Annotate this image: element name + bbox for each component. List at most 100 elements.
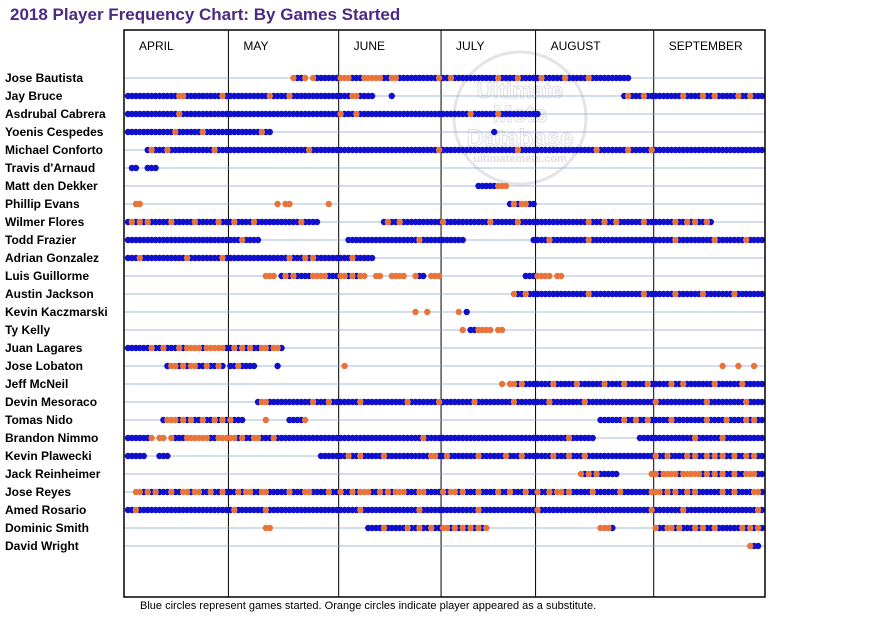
sub-dot-jack-reinheimer-g120 [593,470,600,478]
sub-dot-devin-mesoraco-g72 [404,398,411,406]
month-layer: APRIL MAY JUNE JULY AUGUST SEPTEMBER [139,39,743,53]
sub-dot-jose-lobaton-g24 [215,362,222,370]
start-dot-david-wright-g161 [754,542,762,550]
start-dot-wilmer-flores-g49 [313,218,321,226]
sub-dot-asdrubal-cabrera-g59 [353,110,360,118]
player-label-yoenis-cespedes: Yoenis Cespedes [5,125,104,139]
sub-dot-asdrubal-cabrera-g95 [495,110,502,118]
sub-dot-wilmer-flores-g118 [585,218,592,226]
sub-dot-luis-guillorme-g108 [546,272,553,280]
sub-dot-wilmer-flores-g100 [514,218,522,226]
sub-dot-dominic-smith-g86 [459,524,466,532]
sub-dot-amed-rosario-g36 [262,506,269,514]
sub-dot-jose-bautista-g118 [585,74,592,82]
start-dot-jose-lobaton-g33 [250,362,258,370]
sub-dot-kevin-plawecki-g66 [380,452,388,460]
start-dot-todd-frazier-g34 [254,236,262,244]
sub-dot-jose-reyes-g55 [337,488,344,496]
sub-dot-jack-reinheimer-g116 [577,470,585,478]
player-label-adrian-gonzalez: Adrian Gonzalez [5,251,99,265]
sub-dot-tomas-nido-g158 [743,416,750,424]
start-dot-todd-frazier-g162 [758,236,766,244]
sub-dot-austin-jackson-g99 [510,290,518,298]
start-dot-jack-reinheimer-g162 [758,470,766,478]
sub-dot-jose-reyes-g113 [565,488,573,496]
sub-dot-jose-reyes-g6 [144,488,151,496]
sub-dot-luis-guillorme-g43 [290,272,297,280]
sub-dot-dominic-smith-g141 [676,524,683,532]
sub-dot-brandon-nimmo-g21 [203,434,210,442]
sub-dot-dominic-smith-g145 [691,524,699,532]
sub-dot-dominic-smith-g72 [404,524,411,532]
sub-dot-juan-lagares-g28 [231,344,238,352]
month-label-august: AUGUST [551,39,602,53]
sub-dot-jeff-mcneil-g150 [711,380,718,388]
sub-dot-jose-reyes-g126 [617,488,624,496]
month-label-may: MAY [243,39,268,53]
sub-dot-jack-reinheimer-g146 [695,470,703,478]
sub-dot-wilmer-flores-g45 [298,218,305,226]
start-dot-jose-bautista-g128 [624,74,632,82]
sub-dot-jack-reinheimer-g118 [585,470,592,478]
start-dot-travis-d-arnaud-g8 [152,164,159,172]
sub-dot-asdrubal-cabrera-g14 [176,110,183,118]
sub-dot-kevin-plawecki-g148 [703,452,711,460]
sub-dot-jeff-mcneil-g96 [498,380,506,388]
sub-dot-kevin-plawecki-g138 [664,452,671,460]
sub-dot-dominic-smith-g84 [451,524,458,532]
sub-dot-jose-reyes-g12 [168,488,175,496]
sub-dot-yoenis-cespedes-g35 [258,128,266,136]
sub-dot-todd-frazier-g158 [743,236,750,244]
sub-dot-michael-conforto-g23 [211,146,218,154]
sub-dot-jose-bautista-g100 [514,74,522,82]
sub-dot-jeff-mcneil-g109 [550,380,557,388]
sub-dot-dominic-smith-g123 [605,524,612,532]
sub-dot-jay-bruce-g25 [219,92,226,100]
player-label-devin-mesoraco: Devin Mesoraco [5,395,97,409]
sub-dot-asdrubal-cabrera-g88 [467,110,474,118]
sub-dot-juan-lagares-g36 [262,344,269,352]
sub-dot-devin-mesoraco-g48 [309,398,317,406]
sub-dot-dominic-smith-g135 [652,524,659,532]
sub-dot-jose-reyes-g32 [246,488,254,496]
sub-dot-jose-reyes-g81 [439,488,447,496]
sub-dot-jose-lobaton-g29 [235,362,242,370]
sub-dot-michael-conforto-g134 [648,146,655,154]
sub-dot-tomas-nido-g153 [723,416,730,424]
sub-dot-jose-reyes-g62 [365,488,372,496]
sub-dot-juan-lagares-g25 [219,344,226,352]
sub-dot-ty-kelly-g93 [487,326,494,334]
sub-dot-jack-reinheimer-g140 [672,470,679,478]
player-label-amed-rosario: Amed Rosario [5,503,86,517]
start-dot-jose-lobaton-g39 [274,362,281,370]
sub-dot-tomas-nido-g139 [668,416,675,424]
sub-dot-amed-rosario-g3 [132,506,140,514]
sub-dot-jay-bruce-g156 [735,92,742,100]
sub-dot-jeff-mcneil-g122 [601,380,608,388]
sub-dot-michael-conforto-g7 [148,146,155,154]
player-label-jose-lobaton: Jose Lobaton [5,359,83,373]
player-label-austin-jackson: Austin Jackson [5,287,94,301]
sub-dot-tomas-nido-g23 [211,416,218,424]
sub-dot-todd-frazier-g118 [585,236,592,244]
player-label-todd-frazier: Todd Frazier [5,233,76,247]
sub-dot-yoenis-cespedes-g13 [172,128,179,136]
sub-dot-wilmer-flores-g148 [703,218,711,226]
sub-dot-phillip-evans-g42 [286,200,293,208]
sub-dot-michael-conforto-g47 [305,146,313,154]
sub-dot-tomas-nido-g148 [703,416,711,424]
player-label-kevin-plawecki: Kevin Plawecki [5,449,92,463]
sub-dot-david-wright-g159 [747,542,754,550]
sub-dot-kevin-plawecki-g60 [357,452,364,460]
sub-dot-luis-guillorme-g80 [435,272,443,280]
sub-dot-kevin-plawecki-g97 [502,452,510,460]
sub-dot-jose-lobaton-g15 [179,362,187,370]
sub-dot-jose-reyes-g90 [475,488,482,496]
start-dot-jay-bruce-g162 [758,92,766,100]
sub-dot-jose-reyes-g102 [522,488,529,496]
player-label-asdrubal-cabrera: Asdrubal Cabrera [5,107,106,121]
sub-dot-ty-kelly-g86 [459,326,466,334]
sub-dot-tomas-nido-g27 [227,416,234,424]
player-label-jose-bautista: Jose Bautista [5,71,83,85]
sub-dot-wilmer-flores-g2 [128,218,136,226]
